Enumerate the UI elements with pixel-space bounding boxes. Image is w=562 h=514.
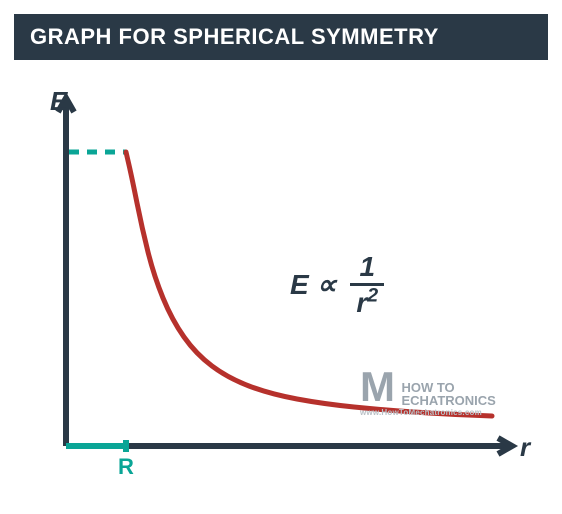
watermark-text: HOW TO ECHATRONICS [401,381,495,408]
formula: E ∝ 1 r2 [290,252,384,318]
y-axis-label: E [50,86,67,117]
formula-denominator-exp: 2 [367,285,378,307]
watermark: M HOW TO ECHATRONICS www.HowToMechatroni… [360,366,496,417]
chart-area: E r R E ∝ 1 r2 M HOW TO ECHATRONICS www.… [14,78,548,500]
formula-denominator-base: r [356,287,367,318]
r-tick-label: R [118,454,134,480]
formula-fraction: 1 r2 [350,252,384,318]
formula-prefix: E ∝ [290,270,336,299]
watermark-echatronics: ECHATRONICS [401,394,495,408]
formula-denominator: r2 [350,288,384,317]
watermark-big-m: M [360,366,395,408]
x-axis-label: r [520,432,530,463]
formula-numerator: 1 [350,252,384,281]
chart-svg [14,78,548,500]
figure-title: GRAPH FOR SPHERICAL SYMMETRY [30,24,439,50]
watermark-line1: M HOW TO ECHATRONICS [360,366,496,408]
watermark-url: www.HowToMechatronics.com [360,408,496,417]
figure-container: GRAPH FOR SPHERICAL SYMMETRY E r R E ∝ 1 [0,0,562,514]
figure-title-bar: GRAPH FOR SPHERICAL SYMMETRY [14,14,548,60]
watermark-howto: HOW TO [401,381,495,395]
